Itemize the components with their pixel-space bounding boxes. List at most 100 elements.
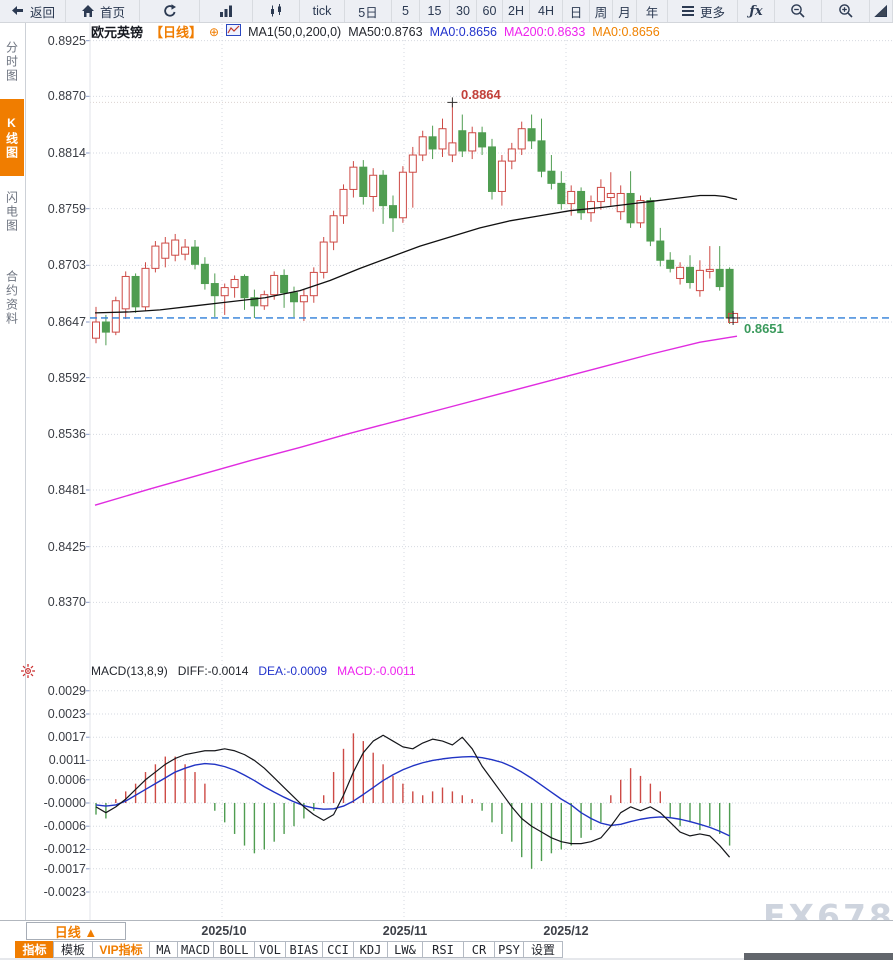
toolbar-more[interactable]: 更多	[668, 0, 738, 22]
tab-vol[interactable]: VOL	[254, 941, 286, 958]
toolbar-refresh[interactable]	[140, 0, 200, 22]
sidebar-item-contract-info[interactable]: 合约资料	[4, 270, 19, 326]
tab-ma[interactable]: MA	[149, 941, 178, 958]
draw-icon	[874, 4, 887, 17]
ma-settings-label: MA1(50,0,200,0)	[248, 24, 342, 39]
price-axis-label: 0.8481	[47, 482, 86, 497]
macd-axis-label: -0.0012	[43, 842, 86, 857]
price-axis-label: 0.8647	[47, 315, 86, 329]
tab-lw[interactable]: LW&	[387, 941, 423, 958]
macd-axis-label: -0.0023	[43, 885, 86, 899]
toolbar-fx[interactable]: ƒx	[738, 0, 775, 22]
tab-kdj[interactable]: KDJ	[353, 941, 388, 958]
toolbar-zoom-out[interactable]	[775, 0, 822, 22]
ma0-orange-value: MA0:0.8656	[592, 24, 660, 39]
toolbar-tf-4h-label: 4H	[538, 4, 554, 18]
toolbar-tick[interactable]: tick	[300, 0, 345, 22]
macd-dea-value: DEA:-0.0009	[258, 664, 328, 678]
symbol-name: 欧元英镑	[91, 25, 144, 40]
last-close-marker	[726, 310, 741, 325]
toolbar-tick-label: tick	[312, 4, 332, 18]
price-axis-label: 0.8703	[47, 258, 86, 273]
toolbar-bar-chart[interactable]	[200, 0, 253, 22]
toolbar-tf-30-label: 30	[456, 4, 470, 18]
chart-header: 欧元英镑 【日线】 ⊕ MA1(50,0,200,0) MA50:0.8763 MA…	[91, 24, 660, 40]
period-selector-button[interactable]: 日线 ▲	[26, 922, 126, 940]
macd-axis: 0.0029 0.0023 0.0017 0.0011 0.0006 -0.0000 -0.…	[25, 0, 86, 960]
time-axis: 日线 ▲ 2025/10 2025/11 2025/12	[0, 920, 893, 941]
sidebar-item-lightning-chart[interactable]: 闪电图	[4, 191, 19, 233]
toolbar-tf-day[interactable]: 日	[563, 0, 590, 22]
line-chart-glyph	[226, 24, 242, 36]
toolbar-home[interactable]: 首页	[66, 0, 140, 22]
toolbar-tf-4h[interactable]: 4H	[530, 0, 563, 22]
line-chart-icon[interactable]	[226, 24, 242, 39]
menu-icon	[681, 6, 694, 16]
toolbar-tf-15-label: 15	[427, 4, 442, 18]
toolbar-tf-60[interactable]: 60	[477, 0, 503, 22]
toolbar-zoom-in[interactable]	[822, 0, 870, 22]
tab-boll[interactable]: BOLL	[213, 941, 255, 958]
tab-cci[interactable]: CCI	[322, 941, 354, 958]
toolbar-draw[interactable]	[870, 0, 893, 22]
toolbar-tf-day-label: 日	[569, 5, 583, 20]
tab-templates[interactable]: 模板	[53, 941, 93, 958]
bar-chart-icon	[220, 5, 232, 17]
sidebar-item-kline-chart[interactable]: K线图	[0, 99, 24, 176]
macd-axis-label: 0.0011	[48, 753, 86, 768]
ma200-value: MA200:0.8633	[503, 24, 586, 39]
tab-bias[interactable]: BIAS	[285, 941, 323, 958]
zoom-out-icon	[791, 4, 805, 18]
macd-axis-label: -0.0006	[43, 819, 86, 834]
tab-vip-indicators[interactable]: VIP指标	[92, 941, 150, 958]
indicator-settings-icon[interactable]	[20, 663, 36, 679]
bottom-divider	[0, 958, 893, 960]
toolbar-tf-week-label: 周	[594, 5, 608, 20]
sun-icon	[21, 664, 35, 678]
toolbar-more-label: 更多	[699, 5, 725, 20]
period-label: 【日线】	[150, 25, 203, 40]
macd-axis-label: 0.0029	[47, 683, 86, 698]
toolbar-back-label: 返回	[29, 5, 55, 20]
macd-axis-label: -0.0017	[43, 861, 86, 876]
tab-indicators[interactable]: 指标	[15, 941, 54, 958]
tab-psy[interactable]: PSY	[494, 941, 524, 958]
toolbar-tf-5-label: 5	[402, 4, 409, 18]
toolbar-tf-month[interactable]: 月	[613, 0, 637, 22]
toolbar-candlestick[interactable]	[253, 0, 300, 22]
toolbar-back[interactable]: 返回	[0, 0, 66, 22]
tab-cr[interactable]: CR	[463, 941, 495, 958]
fx-icon: ƒx	[749, 3, 763, 19]
sidebar-item-time-chart[interactable]: 分时图	[4, 41, 19, 83]
subscribe-icon[interactable]: ⊕	[209, 24, 220, 39]
bottom-window-edge	[744, 953, 893, 960]
price-axis-label: 0.8370	[47, 595, 86, 610]
tab-settings[interactable]: 设置	[523, 941, 563, 958]
toolbar-tf-60-label: 60	[482, 4, 497, 18]
toolbar-tf-5d[interactable]: 5日	[345, 0, 392, 22]
toolbar: 返回 首页 tick 5日 5 15 30 60 2H 4H 日周月年 更多 ƒx	[0, 0, 893, 23]
toolbar-tf-2h-label: 2H	[508, 4, 524, 18]
toolbar-tf-5[interactable]: 5	[392, 0, 420, 22]
zoom-in-icon	[838, 4, 853, 18]
toolbar-tf-5d-label: 5日	[358, 5, 378, 20]
toolbar-tf-2h[interactable]: 2H	[503, 0, 530, 22]
home-icon	[81, 5, 94, 17]
back-arrow-icon	[11, 6, 23, 15]
macd-title: MACD(13,8,9)	[91, 664, 168, 678]
tab-macd[interactable]: MACD	[177, 941, 214, 958]
macd-axis-label: 0.0017	[47, 730, 86, 745]
date-label: 2025/10	[201, 924, 247, 938]
macd-macd-value: MACD:-0.0011	[337, 664, 416, 678]
toolbar-tf-15[interactable]: 15	[420, 0, 450, 22]
price-axis-label: 0.8759	[47, 201, 86, 216]
tab-rsi[interactable]: RSI	[422, 941, 464, 958]
high-price-annotation: 0.8864	[461, 87, 501, 102]
last-price-annotation: 0.8651	[744, 321, 784, 336]
indicator-tabbar: 指标 模板 VIP指标 MA MACD BOLL VOL BIAS CCI KDJ LW& RSI CR…	[15, 941, 563, 958]
toolbar-tf-week[interactable]: 周	[590, 0, 613, 22]
toolbar-tf-30[interactable]: 30	[450, 0, 477, 22]
toolbar-tf-year[interactable]: 年	[637, 0, 668, 22]
price-axis-label: 0.8536	[47, 427, 86, 442]
